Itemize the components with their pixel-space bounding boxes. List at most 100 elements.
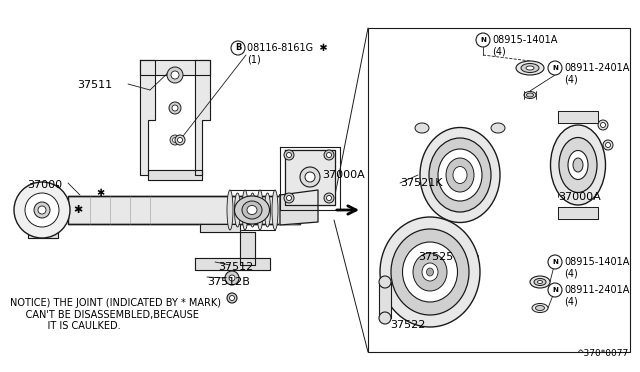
- Circle shape: [598, 120, 608, 130]
- Circle shape: [326, 196, 332, 201]
- Text: 37512B: 37512B: [207, 277, 250, 287]
- Ellipse shape: [272, 190, 278, 230]
- Ellipse shape: [380, 217, 480, 327]
- Ellipse shape: [526, 66, 534, 70]
- Polygon shape: [140, 60, 210, 75]
- Text: (4): (4): [564, 296, 578, 306]
- Ellipse shape: [446, 158, 474, 192]
- Ellipse shape: [234, 193, 241, 227]
- Circle shape: [175, 135, 185, 145]
- Circle shape: [171, 71, 179, 79]
- Polygon shape: [280, 190, 318, 225]
- Text: 37000A: 37000A: [322, 170, 365, 180]
- Circle shape: [25, 193, 59, 227]
- Circle shape: [603, 140, 613, 150]
- Circle shape: [605, 142, 611, 148]
- Circle shape: [305, 172, 315, 182]
- Polygon shape: [28, 228, 58, 238]
- Circle shape: [324, 150, 334, 160]
- Ellipse shape: [403, 242, 458, 302]
- Polygon shape: [140, 60, 155, 175]
- Text: 08911-2401A: 08911-2401A: [564, 63, 629, 73]
- Text: 08911-2401A: 08911-2401A: [564, 285, 629, 295]
- Ellipse shape: [453, 167, 467, 183]
- Text: N: N: [480, 37, 486, 43]
- Circle shape: [324, 193, 334, 203]
- Circle shape: [284, 150, 294, 160]
- Circle shape: [34, 202, 50, 218]
- Circle shape: [476, 33, 490, 47]
- Text: N: N: [552, 65, 558, 71]
- Ellipse shape: [257, 190, 263, 230]
- Ellipse shape: [524, 92, 536, 99]
- Circle shape: [548, 283, 562, 297]
- Circle shape: [38, 206, 46, 214]
- Polygon shape: [285, 150, 335, 205]
- Text: (4): (4): [564, 74, 578, 84]
- Circle shape: [229, 275, 235, 281]
- Polygon shape: [195, 60, 210, 175]
- Circle shape: [326, 153, 332, 157]
- Ellipse shape: [491, 123, 505, 133]
- Text: N: N: [552, 287, 558, 293]
- Ellipse shape: [536, 305, 545, 311]
- Text: (4): (4): [492, 46, 506, 56]
- Polygon shape: [200, 224, 255, 265]
- Text: ✱: ✱: [74, 205, 83, 215]
- Ellipse shape: [559, 138, 597, 192]
- Circle shape: [300, 167, 320, 187]
- Circle shape: [169, 102, 181, 114]
- Ellipse shape: [568, 151, 588, 180]
- Circle shape: [177, 138, 182, 142]
- Text: N: N: [552, 259, 558, 265]
- Ellipse shape: [426, 268, 433, 276]
- Circle shape: [379, 312, 391, 324]
- Ellipse shape: [422, 263, 438, 281]
- Bar: [68, 196, 300, 224]
- Bar: [368, 28, 630, 352]
- Ellipse shape: [413, 253, 447, 291]
- Circle shape: [548, 255, 562, 269]
- Text: (4): (4): [564, 268, 578, 278]
- Circle shape: [287, 153, 291, 157]
- Polygon shape: [148, 170, 202, 180]
- Text: 08915-1401A: 08915-1401A: [492, 35, 557, 45]
- Circle shape: [379, 276, 391, 288]
- Circle shape: [231, 41, 245, 55]
- Ellipse shape: [242, 190, 248, 230]
- Ellipse shape: [573, 158, 583, 172]
- Ellipse shape: [242, 201, 262, 219]
- Ellipse shape: [429, 138, 491, 212]
- Ellipse shape: [420, 128, 500, 222]
- Ellipse shape: [391, 229, 469, 315]
- Text: 37000: 37000: [27, 180, 62, 190]
- Circle shape: [227, 293, 237, 303]
- Circle shape: [173, 138, 177, 142]
- Ellipse shape: [264, 193, 271, 227]
- Text: (1): (1): [247, 54, 260, 64]
- Circle shape: [548, 61, 562, 75]
- Polygon shape: [558, 207, 598, 219]
- Ellipse shape: [234, 196, 269, 224]
- Polygon shape: [558, 111, 598, 123]
- Ellipse shape: [250, 193, 255, 227]
- Circle shape: [225, 271, 239, 285]
- Ellipse shape: [550, 125, 605, 205]
- Ellipse shape: [538, 280, 543, 283]
- Circle shape: [167, 67, 183, 83]
- Circle shape: [600, 122, 605, 128]
- Text: NOTICE) THE JOINT (INDICATED BY * MARK)
     CAN'T BE DISASSEMBLED,BECAUSE
     : NOTICE) THE JOINT (INDICATED BY * MARK) …: [10, 298, 221, 331]
- Polygon shape: [28, 185, 58, 195]
- Circle shape: [284, 193, 294, 203]
- Ellipse shape: [438, 149, 482, 201]
- Ellipse shape: [521, 64, 539, 73]
- Text: 37521K: 37521K: [400, 178, 442, 188]
- Text: 37000A: 37000A: [558, 192, 601, 202]
- Text: ✱: ✱: [96, 188, 104, 198]
- Circle shape: [170, 135, 180, 145]
- Ellipse shape: [516, 61, 544, 75]
- Text: 37525: 37525: [418, 252, 453, 262]
- Ellipse shape: [532, 304, 548, 312]
- Circle shape: [172, 105, 178, 111]
- Text: B: B: [235, 44, 241, 52]
